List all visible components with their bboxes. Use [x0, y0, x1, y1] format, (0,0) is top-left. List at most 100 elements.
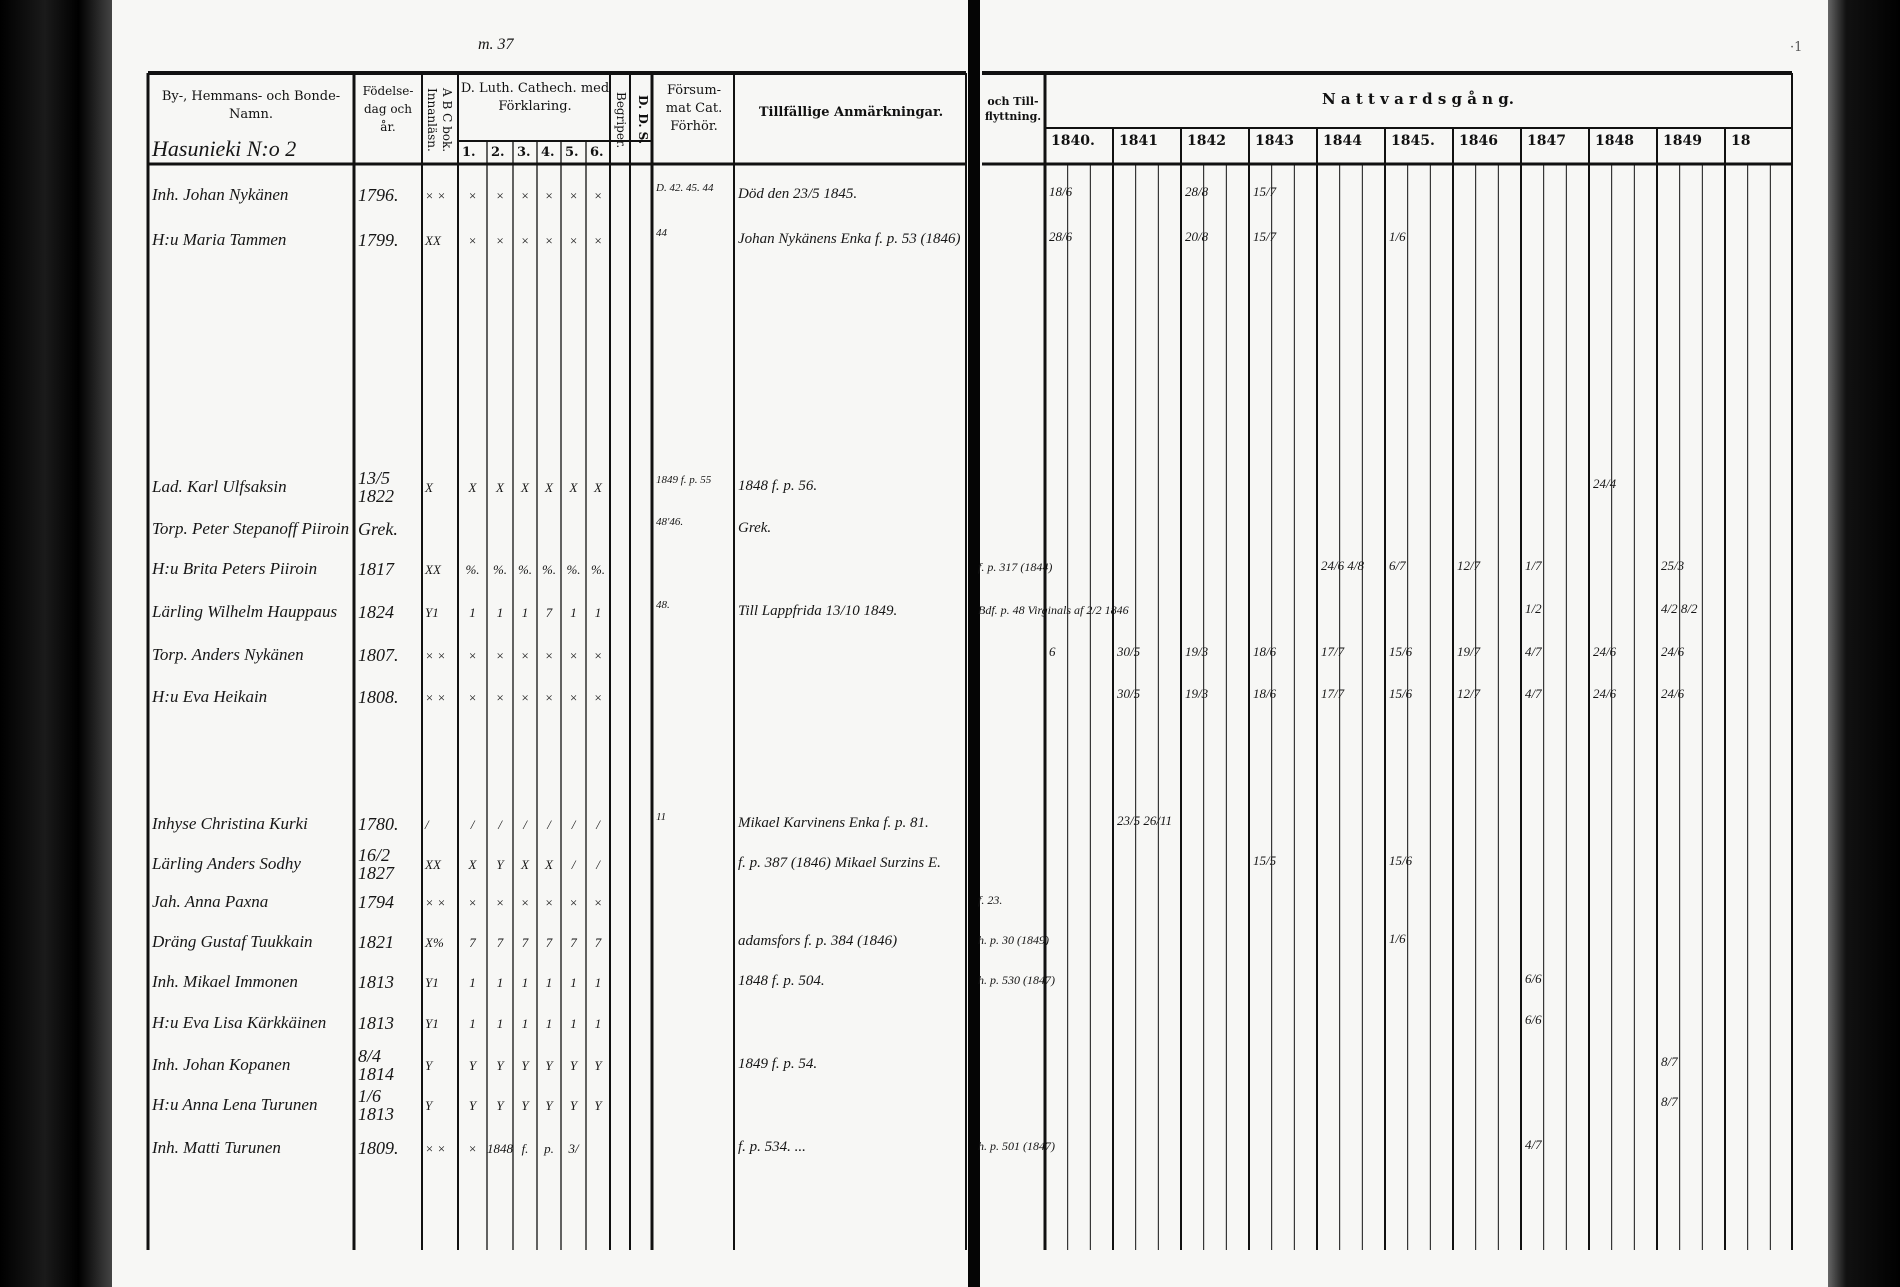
header-dds: D. D. S.	[636, 95, 650, 145]
communion-entry: 4/7	[1525, 644, 1542, 659]
row-catechism-mark: 7	[496, 935, 504, 950]
row-catechism-mark: Y	[468, 1098, 477, 1113]
communion-entry: 17/7	[1321, 644, 1345, 659]
row-catechism-mark: Y	[545, 1098, 553, 1113]
row-birth: Grek.	[358, 519, 398, 539]
communion-entry: 1/6	[1389, 229, 1406, 244]
year-header: 1842	[1187, 133, 1226, 149]
row-catechism-mark: %.	[590, 562, 606, 577]
row-catechism-mark: %.	[517, 562, 533, 577]
communion-entry: 6/6	[1525, 1012, 1542, 1027]
row-catechism-mark: ×	[593, 895, 603, 910]
year-header: 1848	[1595, 133, 1634, 149]
communion-entry: 15/5	[1253, 853, 1277, 868]
row-catechism-mark: Y	[569, 1098, 578, 1113]
row-birth: 1817	[358, 559, 394, 579]
row-catechism-mark: X	[545, 857, 553, 872]
communion-entry: 6	[1049, 644, 1056, 659]
communion-entry: 24/6	[1661, 686, 1685, 701]
communion-entry: 4/2 8/2	[1661, 601, 1698, 616]
row-catechism-mark: X	[569, 480, 578, 495]
communion-entry: 20/8	[1185, 229, 1209, 244]
row-catechism-mark: X	[521, 480, 529, 495]
row-abc: XX	[425, 562, 441, 577]
row-birth: 1799.	[358, 230, 399, 250]
row-remark: 1848 f. p. 56.	[738, 478, 818, 494]
row-catechism-mark: ×	[569, 895, 578, 910]
row-catechism-mark: Y	[594, 1058, 602, 1073]
row-catechism-mark: p.	[544, 1141, 554, 1156]
row-catechism-mark: ×	[593, 690, 603, 705]
row-catechism-mark: Y	[496, 857, 504, 872]
row-forsummat: D. 42. 45. 44	[656, 182, 714, 194]
row-catechism-mark: 7	[545, 935, 553, 950]
catechism-part-4: 4.	[541, 145, 555, 160]
year-header: 1840.	[1051, 133, 1095, 149]
row-name: Jah. Anna Paxna	[152, 892, 269, 911]
row-catechism-mark: 7	[594, 935, 602, 950]
row-catechism-mark: ×	[520, 648, 530, 663]
row-catechism-mark: ×	[569, 188, 578, 203]
row-abc: Y1	[425, 1016, 439, 1031]
header-begriper: Begriper.	[614, 91, 628, 149]
year-header: 1849	[1663, 133, 1702, 149]
row-catechism-mark: X	[521, 857, 529, 872]
row-catechism-mark: ×	[544, 895, 554, 910]
communion-entry: 19/7	[1457, 644, 1481, 659]
row-catechism-mark: ×	[569, 233, 578, 248]
row-catechism-mark: ×	[468, 1141, 477, 1156]
communion-entry: 12/7	[1457, 558, 1481, 573]
row-birth: 1808.	[358, 687, 399, 707]
row-forsummat: 48'46.	[656, 516, 684, 528]
row-catechism-mark: ×	[468, 690, 477, 705]
corner-mark: ·1	[1790, 40, 1803, 55]
row-catechism-mark: ×	[569, 648, 578, 663]
row-name: Torp. Anders Nykänen	[152, 645, 304, 664]
row-catechism-mark: ×	[544, 690, 554, 705]
year-header: 1847	[1527, 133, 1566, 149]
communion-entry: 6/6	[1525, 971, 1542, 986]
row-catechism-mark: 1	[594, 605, 602, 620]
row-abc: Y1	[425, 605, 439, 620]
row-catechism-mark: Y	[521, 1098, 529, 1113]
row-moving: h. p. 530 (1847)	[978, 973, 1055, 987]
row-remark: Död den 23/5 1845.	[738, 186, 858, 202]
row-name: H:u Maria Tammen	[152, 230, 287, 249]
communion-entry: 15/6	[1389, 686, 1413, 701]
row-remark: 1848 f. p. 504.	[738, 973, 825, 989]
row-catechism-mark: /	[596, 857, 600, 872]
row-abc: × ×	[425, 648, 446, 663]
row-catechism-mark: ×	[468, 188, 477, 203]
row-name: Dräng Gustaf Tuukkain	[152, 932, 313, 951]
communion-entry: 1/7	[1525, 558, 1542, 573]
row-remark: f. p. 534. ...	[738, 1139, 806, 1155]
row-birth: 8/4 1814	[358, 1046, 394, 1084]
row-birth: 1796.	[358, 185, 399, 205]
row-name: Torp. Peter Stepanoff Piiroin	[152, 519, 350, 538]
row-catechism-mark: 1	[570, 1016, 577, 1031]
catechism-part-5: 5.	[565, 145, 579, 160]
row-catechism-mark: ×	[495, 188, 505, 203]
row-catechism-mark: Y	[521, 1058, 529, 1073]
row-birth: 1813	[358, 972, 394, 992]
communion-entry: 4/7	[1525, 686, 1542, 701]
row-name: Inhyse Christina Kurki	[152, 814, 308, 833]
row-catechism-mark: Y	[569, 1058, 578, 1073]
row-catechism-mark: 7	[570, 935, 577, 950]
row-birth: 1807.	[358, 645, 399, 665]
row-abc: × ×	[425, 690, 446, 705]
row-catechism-mark: X	[594, 480, 602, 495]
row-catechism-mark: ×	[495, 233, 505, 248]
header-name: By-, Hemmans- och Bonde-Namn.	[161, 89, 341, 122]
communion-entry: 15/6	[1389, 853, 1413, 868]
row-abc: × ×	[425, 1141, 446, 1156]
row-catechism-mark: /	[470, 817, 475, 832]
header-catechism: D. Luth. Cathech. med Förklaring.	[460, 81, 610, 114]
row-catechism-mark: 1	[545, 1016, 553, 1031]
row-catechism-mark: Y	[496, 1058, 504, 1073]
row-birth: 1821	[358, 932, 394, 952]
communion-entry: 30/5	[1117, 686, 1141, 701]
row-catechism-mark: %.	[566, 562, 581, 577]
row-abc: × ×	[425, 188, 446, 203]
